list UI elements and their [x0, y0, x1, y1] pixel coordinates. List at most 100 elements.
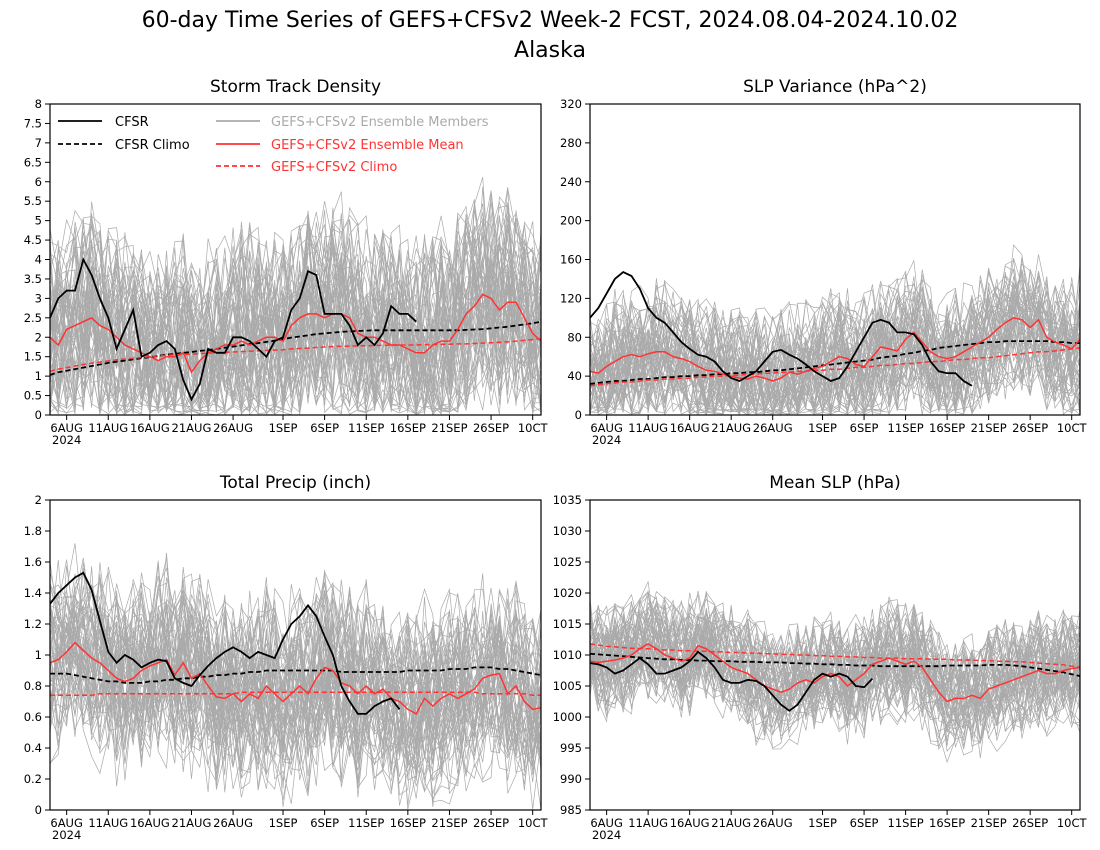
- x-tick-label: 10CT: [1057, 816, 1088, 830]
- x-tick-label: 16AUG: [670, 421, 710, 435]
- y-tick-label: 8: [35, 97, 42, 111]
- x-tick-label: 21SEP: [431, 816, 467, 830]
- y-tick-label: 0.8: [24, 679, 42, 693]
- y-tick-label: 1025: [553, 555, 582, 569]
- y-tick-label: 990: [560, 772, 582, 786]
- y-tick-label: 1010: [553, 648, 582, 662]
- ensemble-member-line: [50, 585, 541, 772]
- y-tick-label: 1.2: [24, 617, 42, 631]
- series-line-gefs-cfsv2-climo: [50, 691, 541, 697]
- ensemble-member-line: [50, 191, 541, 390]
- ensemble-member-line: [50, 642, 541, 810]
- y-tick-label: 1015: [553, 617, 582, 631]
- ensemble-member-line: [590, 317, 1080, 415]
- x-tick-label: 6AUG: [50, 816, 83, 830]
- y-tick-label: 80: [567, 330, 582, 344]
- ensemble-member-line: [50, 260, 541, 415]
- y-tick-label: 0.6: [24, 710, 42, 724]
- x-tick-label: 11AUG: [88, 816, 128, 830]
- x-tick-label: 6SEP: [310, 816, 339, 830]
- ensemble-member-line: [50, 566, 541, 733]
- panel-title: SLP Variance (hPa^2): [743, 77, 927, 97]
- ensemble-member-line: [50, 610, 541, 779]
- series-line-cfsr: [590, 271, 973, 387]
- series-line-gefs-cfsv2-climo: [590, 347, 1080, 387]
- ensemble-member-line: [50, 217, 541, 411]
- x-tick-label: 10CT: [518, 421, 549, 435]
- x-tick-label: 21AUG: [172, 816, 212, 830]
- ensemble-member-line: [590, 315, 1080, 415]
- y-tick-label: 0.5: [24, 389, 42, 403]
- x-tick-label: 10CT: [1057, 421, 1088, 435]
- x-year-label: 2024: [52, 433, 81, 447]
- y-tick-label: 200: [560, 214, 582, 228]
- x-tick-label: 11AUG: [628, 816, 668, 830]
- panel-title: Mean SLP (hPa): [769, 473, 901, 493]
- x-tick-label: 21AUG: [711, 816, 751, 830]
- x-tick-label: 6AUG: [590, 816, 623, 830]
- series-line-cfsr: [50, 257, 417, 402]
- x-tick-label: 21SEP: [431, 421, 467, 435]
- y-tick-label: 1020: [553, 586, 582, 600]
- figure-title: 60-day Time Series of GEFS+CFSv2 Week-2 …: [142, 8, 959, 33]
- y-tick-label: 1.4: [24, 586, 42, 600]
- ensemble-member-line: [50, 199, 541, 377]
- y-tick-label: 1: [35, 648, 42, 662]
- series-group: [590, 642, 1080, 712]
- x-tick-label: 26AUG: [753, 421, 793, 435]
- legend-label: GEFS+CFSv2 Climo: [271, 160, 397, 175]
- y-tick-label: 5.5: [24, 194, 42, 208]
- y-tick-label: 2: [35, 330, 42, 344]
- ensemble-members: [50, 543, 541, 810]
- series-group: [590, 271, 1080, 387]
- ensemble-member-line: [590, 295, 1080, 415]
- ensemble-member-line: [50, 610, 541, 799]
- ensemble-member-line: [50, 615, 541, 769]
- y-tick-label: 40: [567, 369, 582, 383]
- x-tick-label: 26AUG: [213, 816, 253, 830]
- x-tick-label: 11SEP: [348, 816, 384, 830]
- x-tick-label: 26SEP: [1012, 421, 1048, 435]
- ensemble-member-line: [590, 325, 1080, 415]
- ensemble-member-line: [50, 628, 541, 782]
- chart-panel-4: 985 990 995 1000 1005 1010 1015 1020 1025 1030 103…: [553, 473, 1088, 842]
- x-tick-label: 6AUG: [50, 421, 83, 435]
- x-tick-label: 1SEP: [808, 421, 837, 435]
- x-tick-label: 11AUG: [88, 421, 128, 435]
- chart-panel-1: 0 0.5 1 1.5 2 2.5 3 3.5 4 4.5 5 5.5 6 6.5 7 7.5 8 6AUG 11A…: [24, 77, 549, 447]
- ensemble-member-line: [590, 612, 1080, 716]
- ensemble-members: [590, 580, 1080, 764]
- y-tick-label: 3.5: [24, 272, 42, 286]
- ensemble-member-line: [50, 287, 541, 415]
- ensemble-member-line: [590, 319, 1080, 415]
- x-tick-label: 16SEP: [929, 421, 965, 435]
- ensemble-members: [590, 244, 1080, 415]
- x-tick-label: 26SEP: [1012, 816, 1048, 830]
- series-line-gefs-cfsv2-climo: [590, 643, 1080, 669]
- y-tick-label: 120: [560, 291, 582, 305]
- y-tick-label: 4: [35, 253, 42, 267]
- ensemble-member-line: [590, 263, 1080, 396]
- y-tick-label: 7.5: [24, 116, 42, 130]
- figure-subtitle: Alaska: [514, 38, 586, 63]
- ensemble-member-line: [50, 562, 541, 743]
- x-tick-label: 16SEP: [929, 816, 965, 830]
- x-tick-label: 26AUG: [753, 816, 793, 830]
- ensemble-member-line: [50, 596, 541, 765]
- ensemble-member-line: [590, 642, 1080, 748]
- x-tick-label: 10CT: [518, 816, 549, 830]
- ensemble-member-line: [590, 601, 1080, 715]
- x-tick-label: 16SEP: [390, 816, 426, 830]
- series-line-cfsr: [590, 650, 874, 712]
- series-line-gefs-cfsv2-ensemble-mean: [50, 293, 541, 374]
- x-year-label: 2024: [592, 828, 621, 842]
- x-tick-label: 1SEP: [269, 816, 298, 830]
- ensemble-member-line: [590, 614, 1080, 743]
- ensemble-member-line: [50, 207, 541, 386]
- ensemble-member-line: [590, 629, 1080, 764]
- y-tick-label: 1030: [553, 524, 582, 538]
- series-line-gefs-cfsv2-climo: [50, 338, 541, 372]
- x-tick-label: 6SEP: [850, 816, 879, 830]
- legend-label: CFSR: [115, 115, 149, 130]
- y-tick-label: 0.4: [24, 741, 42, 755]
